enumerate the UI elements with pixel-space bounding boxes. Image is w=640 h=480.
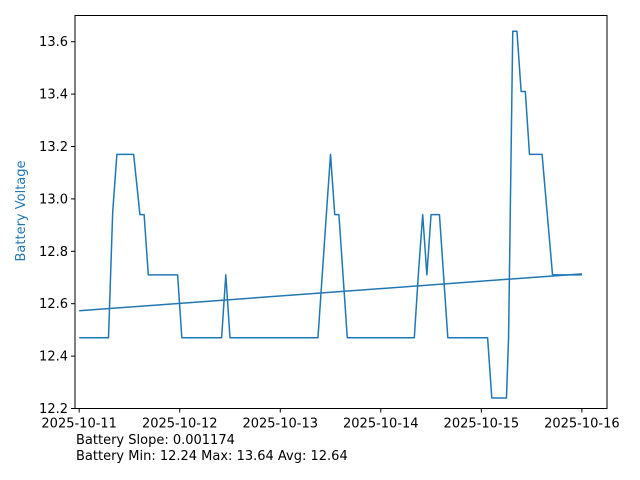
y-tick-label: 12.8 xyxy=(39,245,68,260)
y-tick-label: 13.6 xyxy=(39,35,68,50)
y-tick-label: 13.4 xyxy=(39,88,68,103)
x-axis: 2025-10-11 2025-10-12 2025-10-13 2025-10-14… xyxy=(41,408,620,432)
x-tick-label: 2025-10-14 xyxy=(343,417,419,432)
trend-line xyxy=(79,273,582,312)
y-tick-label: 13.0 xyxy=(39,192,68,207)
stats-line-1: Battery Slope: 0.001174 xyxy=(76,433,235,448)
x-tick-label: 2025-10-16 xyxy=(544,417,620,432)
x-tick-label: 2025-10-15 xyxy=(444,417,520,432)
y-tick-label: 12.2 xyxy=(39,402,68,417)
series-layer xyxy=(79,30,582,399)
x-tick-label: 2025-10-11 xyxy=(41,417,117,432)
y-tick-label: 12.4 xyxy=(39,350,68,365)
x-tick-label: 2025-10-13 xyxy=(242,417,318,432)
battery-voltage-line xyxy=(79,30,582,399)
y-axis-label: Battery Voltage xyxy=(14,160,29,261)
y-axis: 12.2 12.4 12.6 12.8 13.0 13.2 13.4 13.6 xyxy=(39,35,75,417)
plot-frame xyxy=(74,15,608,409)
y-tick-label: 13.2 xyxy=(39,140,68,155)
x-tick-label: 2025-10-12 xyxy=(142,417,218,432)
stats-line-2: Battery Min: 12.24 Max: 13.64 Avg: 12.64 xyxy=(76,449,348,464)
y-tick-label: 12.6 xyxy=(39,297,68,312)
